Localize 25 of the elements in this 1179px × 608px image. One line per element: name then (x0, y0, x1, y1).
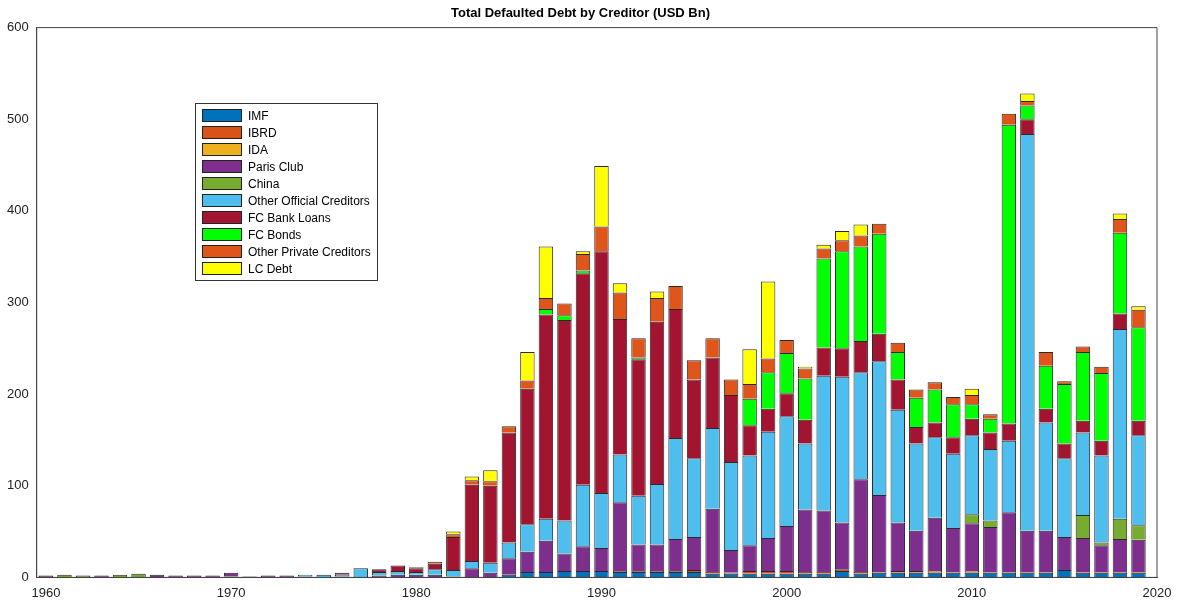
legend-label: IDA (248, 142, 269, 157)
x-tick-label: 1990 (587, 584, 616, 600)
y-tick-label: 200 (6, 385, 29, 401)
x-tick-label: 2020 (1142, 584, 1172, 600)
y-tick-label: 400 (6, 202, 29, 218)
legend-label: IBRD (248, 125, 277, 140)
x-tick-label: 1960 (31, 584, 61, 600)
x-tick-label: 2010 (957, 584, 987, 600)
legend-label: FC Bank Loans (248, 210, 331, 225)
y-tick-label: 500 (6, 110, 29, 126)
y-tick-label: 100 (6, 477, 29, 493)
chart-title: Total Defaulted Debt by Creditor (USD Bn) (450, 5, 711, 21)
y-tick-label: 600 (6, 19, 29, 35)
x-tick-label: 2000 (772, 584, 802, 600)
legend-label: Other Private Creditors (248, 244, 371, 259)
legend-label: Paris Club (248, 159, 304, 174)
legend-label: IMF (248, 108, 269, 123)
x-tick-label: 1970 (216, 584, 246, 600)
y-tick-label: 300 (6, 294, 29, 310)
x-tick-label: 1980 (401, 584, 431, 600)
legend-label: LC Debt (248, 261, 293, 276)
y-tick-label: 0 (21, 568, 29, 584)
legend-label: China (248, 176, 280, 191)
legend-label: FC Bonds (248, 227, 302, 242)
legend-label: Other Official Creditors (248, 193, 370, 208)
